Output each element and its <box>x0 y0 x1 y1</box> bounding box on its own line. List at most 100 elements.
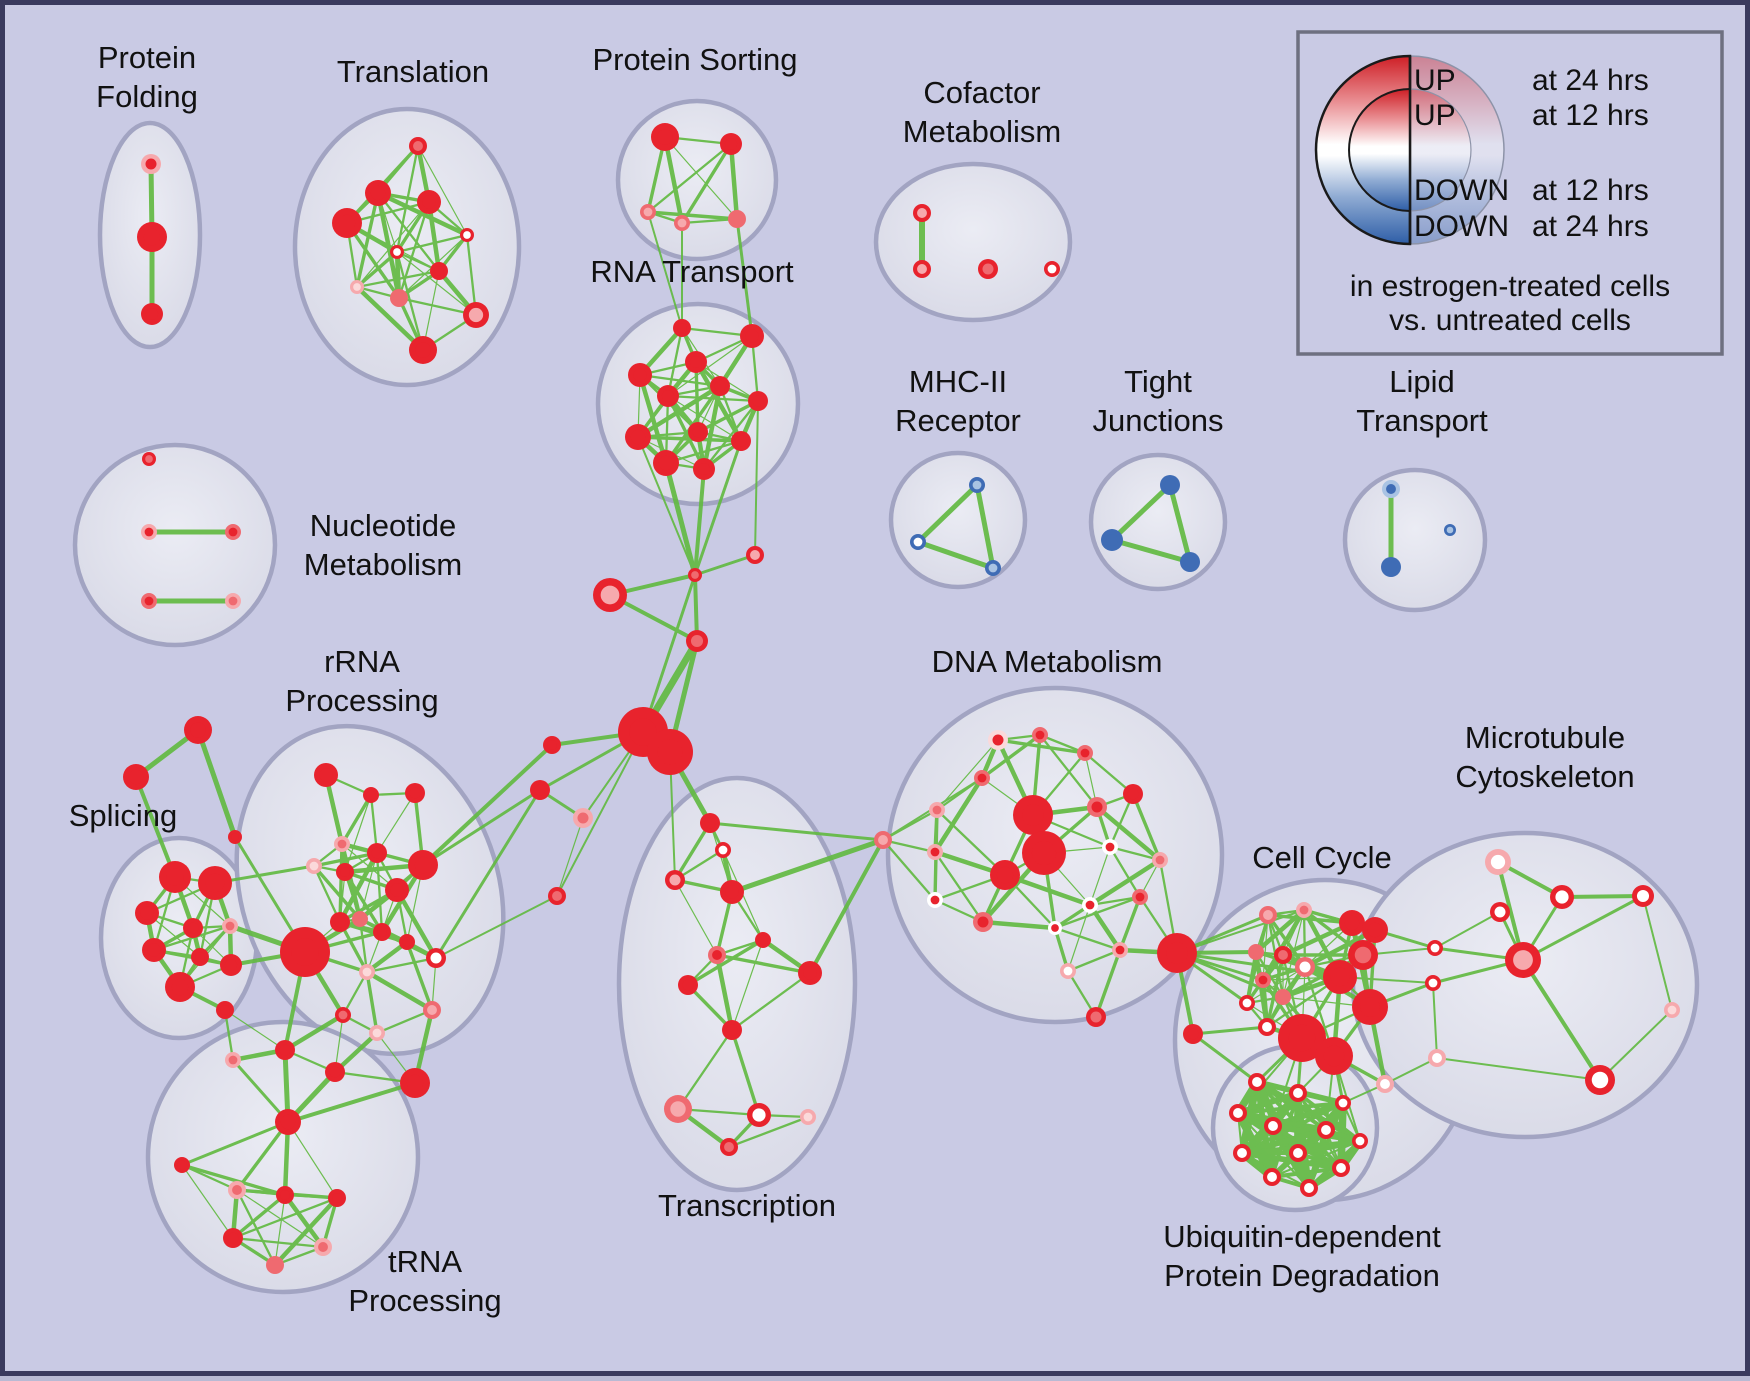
network-node <box>625 424 651 450</box>
cluster-label-protein-sorting: Protein Sorting <box>592 42 797 77</box>
network-node <box>1259 906 1277 924</box>
network-node <box>1274 946 1292 964</box>
network-edge <box>686 983 734 1032</box>
network-node <box>1352 989 1388 1025</box>
network-node <box>1664 1002 1680 1018</box>
network-node <box>306 858 322 874</box>
network-edge <box>1094 948 1122 1019</box>
network-node <box>710 376 730 396</box>
network-node <box>1086 1007 1106 1027</box>
network-edge <box>1088 895 1142 907</box>
network-edge <box>1118 895 1142 952</box>
network-edge <box>666 326 684 398</box>
network-node <box>1082 897 1098 913</box>
network-node <box>798 961 822 985</box>
network-edge <box>355 250 399 289</box>
network-node <box>225 1052 241 1068</box>
network-edge <box>936 739 999 811</box>
network-node <box>1382 480 1400 498</box>
network-edge <box>282 1192 326 1250</box>
network-node <box>1296 902 1312 918</box>
network-edge <box>666 394 760 403</box>
network-node <box>1157 933 1197 973</box>
network-edge <box>1521 894 1645 962</box>
legend-caption: vs. untreated cells <box>1389 304 1631 337</box>
network-edge <box>365 956 438 974</box>
network-edge <box>1066 948 1122 973</box>
network-edge <box>1038 733 1087 755</box>
cluster-bubble-tight-junctions <box>1088 452 1228 592</box>
network-edge <box>405 940 434 1012</box>
network-node <box>720 133 742 155</box>
network-edge <box>638 373 722 388</box>
network-node <box>747 1103 771 1127</box>
network-node <box>927 844 943 860</box>
network-node <box>1101 529 1123 551</box>
network-node <box>1425 975 1441 991</box>
cluster-label-microtubule-cytoskeleton: Microtubule <box>1465 720 1625 755</box>
cluster-label-microtubule-cytoskeleton: Cytoskeleton <box>1455 759 1634 794</box>
network-node <box>1152 852 1168 868</box>
network-node <box>141 154 161 174</box>
cluster-bubble-transcription <box>616 775 858 1193</box>
network-node <box>1317 1121 1335 1139</box>
network-node <box>159 861 191 893</box>
network-edge <box>224 1009 286 1051</box>
network-edge <box>354 284 426 353</box>
network-edge <box>1270 1166 1343 1179</box>
cluster-label-nucleotide-metabolism: Nucleotide <box>310 508 456 543</box>
legend-time-label: at 24 hrs <box>1532 210 1649 243</box>
network-edge <box>646 210 739 221</box>
network-node <box>985 560 1001 576</box>
network-node <box>228 830 242 844</box>
network-edge <box>696 399 760 434</box>
network-edge <box>980 919 1058 931</box>
network-node <box>1112 942 1128 958</box>
network-node <box>731 431 751 451</box>
network-edge <box>231 1058 290 1124</box>
network-edge <box>1176 909 1305 954</box>
legend-direction-label: DOWN <box>1414 174 1509 207</box>
network-edge <box>641 573 697 734</box>
network-edge <box>1108 845 1142 899</box>
network-node <box>593 578 627 612</box>
cluster-label-protein-folding: Folding <box>96 79 198 114</box>
legend-time-label: at 24 hrs <box>1532 64 1649 97</box>
network-node <box>335 1007 351 1023</box>
network-node <box>183 918 203 938</box>
network-edge <box>667 395 742 442</box>
network-node <box>664 1095 692 1123</box>
network-edge <box>693 573 699 643</box>
network-edge <box>282 1012 346 1053</box>
network-edge <box>646 142 733 214</box>
network-node <box>409 336 437 364</box>
cluster-label-transcription: Transcription <box>658 1188 836 1223</box>
network-edge <box>134 775 177 879</box>
network-edge <box>881 838 937 902</box>
network-edge <box>355 269 441 289</box>
network-node <box>1087 797 1107 817</box>
network-edge <box>1239 1127 1329 1156</box>
network-node <box>1444 524 1456 536</box>
network-edge <box>152 924 232 952</box>
network-node <box>755 932 771 948</box>
network-node <box>334 836 350 852</box>
network-node <box>1362 917 1388 943</box>
network-edge <box>674 879 718 956</box>
cluster-bubble-protein-sorting <box>615 98 779 262</box>
network-node <box>990 860 1020 890</box>
network-edge <box>1521 958 1602 1082</box>
network-edge <box>1053 926 1122 952</box>
network-node <box>141 303 163 325</box>
network-node <box>1102 839 1118 855</box>
network-edge <box>915 482 980 545</box>
network-edge <box>1191 1032 1259 1084</box>
network-edge <box>231 1236 325 1249</box>
network-node <box>417 190 441 214</box>
network-edge <box>236 1189 324 1248</box>
network-node <box>1013 795 1053 835</box>
network-edge <box>345 221 401 300</box>
network-node <box>978 259 998 279</box>
network-edge <box>1167 482 1193 565</box>
